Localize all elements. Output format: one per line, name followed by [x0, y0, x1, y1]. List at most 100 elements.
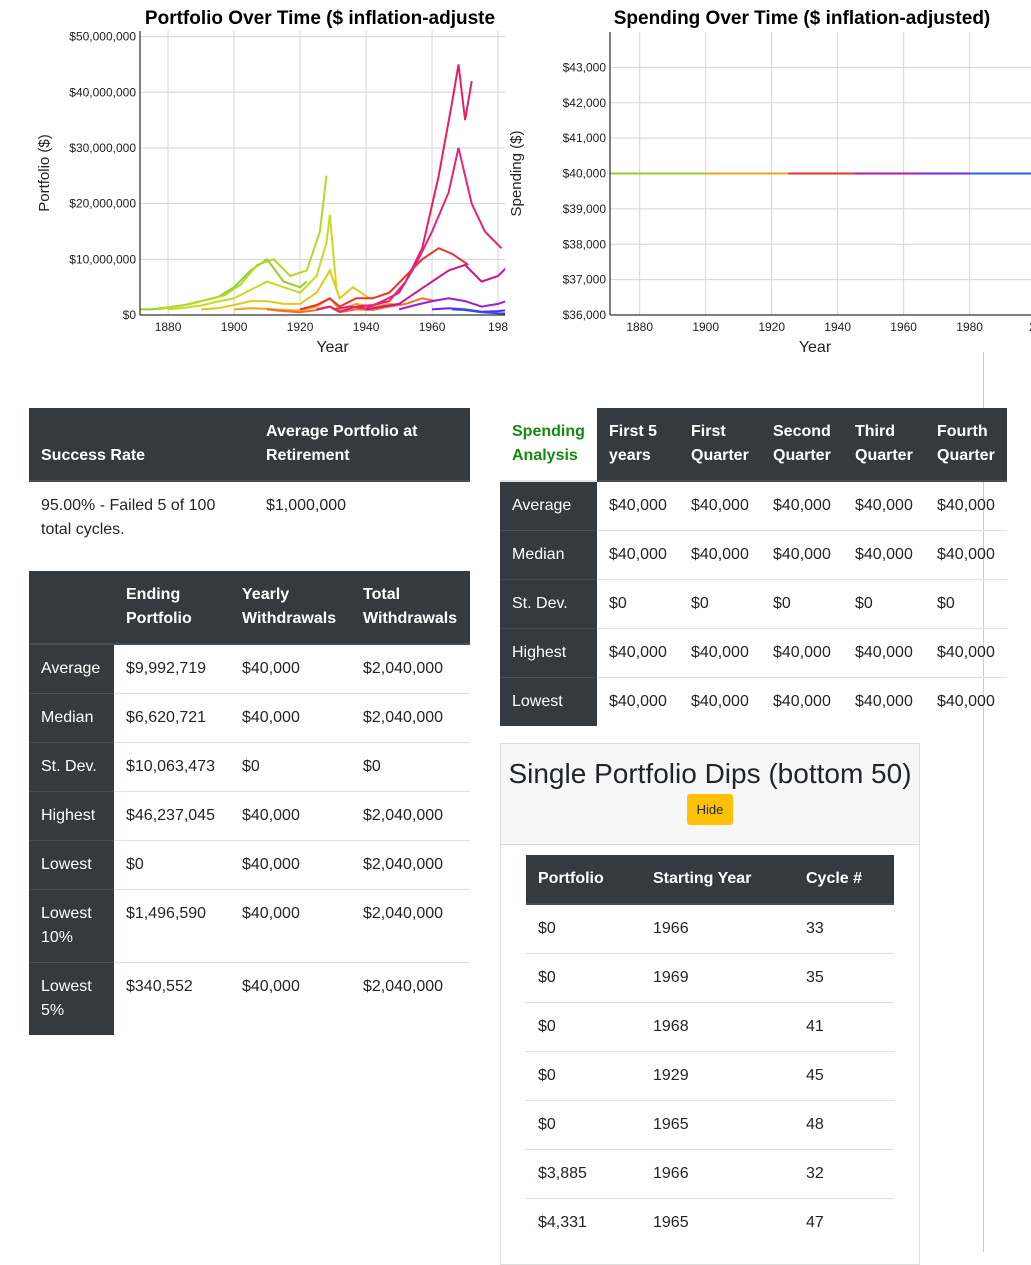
series-line — [451, 308, 505, 315]
table-cell: $40,000 — [761, 628, 843, 678]
y-tick-label: $40,000,000 — [69, 85, 136, 99]
spending-table: Spending Analysis First 5 years First Quar… — [500, 408, 1007, 726]
table-cell: $3,885 — [526, 1149, 641, 1199]
table-cell: $0 — [351, 742, 470, 792]
x-tick-label: 1980 — [956, 320, 983, 334]
y-axis-label: Spending ($) — [508, 131, 525, 217]
row-header: Lowest 10% — [29, 889, 114, 963]
header-cell: Total Withdrawals — [351, 571, 470, 645]
row-header: Average — [500, 480, 597, 531]
table-cell: 33 — [794, 903, 894, 954]
table-cell: $40,000 — [597, 628, 679, 678]
y-tick-label: $10,000,000 — [69, 252, 136, 266]
table-cell: $40,000 — [761, 480, 843, 531]
dips-header: Single Portfolio Dips (bottom 50) Hide — [501, 744, 919, 845]
table-cell: $0 — [114, 840, 230, 890]
table-row: Lowest 10% $1,496,590 $40,000 $2,040,000 — [29, 889, 470, 963]
table-head: Success Rate Average Portfolio at Retirem… — [29, 408, 470, 482]
table-cell: 35 — [794, 953, 894, 1003]
header-cell: First 5 years — [597, 408, 679, 482]
x-tick-label: 1920 — [287, 320, 314, 334]
table-cell: $0 — [679, 579, 761, 629]
table-row: $0 1969 35 — [526, 953, 894, 1003]
charts: Portfolio Over Time ($ inflation-adjuste… — [36, 8, 1031, 356]
series-line — [299, 247, 469, 311]
table-cell: $2,040,000 — [351, 840, 470, 890]
series-line — [168, 214, 338, 311]
table-cell: $2,040,000 — [351, 962, 470, 1035]
table-row: Average $9,992,719 $40,000 $2,040,000 — [29, 643, 470, 694]
x-axis-label: Year — [316, 339, 349, 356]
row-header: Median — [29, 693, 114, 743]
table-head: Ending Portfolio Yearly Withdrawals Total … — [29, 571, 470, 645]
table-row: $4,331 1965 47 — [526, 1198, 894, 1247]
x-tick-label: 1940 — [353, 320, 380, 334]
divider — [983, 352, 984, 1252]
row-header: Highest — [500, 628, 597, 678]
table-row: $0 1968 41 — [526, 1002, 894, 1052]
table-cell: $40,000 — [925, 677, 1007, 726]
hide-button[interactable]: Hide — [686, 794, 734, 826]
table-cell: $40,000 — [679, 677, 761, 726]
row-header: Average — [29, 643, 114, 694]
table-cell: 1966 — [641, 903, 794, 954]
x-tick-label: 1960 — [419, 320, 446, 334]
x-tick-label: 1880 — [155, 320, 182, 334]
header-row: Portfolio Starting Year Cycle # — [526, 855, 894, 905]
table-cell: $40,000 — [230, 840, 351, 890]
table-cell: $9,992,719 — [114, 643, 230, 694]
table-cell: 47 — [794, 1198, 894, 1247]
row-header: St. Dev. — [29, 742, 114, 792]
table-cell: $40,000 — [230, 962, 351, 1035]
y-tick-label: $0 — [123, 308, 137, 322]
table-row: $3,885 1966 32 — [526, 1149, 894, 1199]
y-axis-label: Portfolio ($) — [36, 134, 53, 212]
y-tick-label: $41,000 — [563, 131, 607, 145]
header-cell: Third Quarter — [843, 408, 925, 482]
table-cell: $2,040,000 — [351, 643, 470, 694]
y-tick-label: $30,000,000 — [69, 141, 136, 155]
table-cell: $340,552 — [114, 962, 230, 1035]
header-cell: Yearly Withdrawals — [230, 571, 351, 645]
dips-panel: Single Portfolio Dips (bottom 50) Hide P… — [500, 743, 920, 1265]
table-body: Average $40,000 $40,000 $40,000 $40,000 $40,0… — [500, 480, 1007, 726]
header-row: Success Rate Average Portfolio at Retirem… — [29, 408, 470, 482]
table-cell: $40,000 — [679, 530, 761, 580]
table-cell: $40,000 — [925, 530, 1007, 580]
x-tick-label: 1880 — [626, 320, 653, 334]
y-tick-label: $42,000 — [563, 96, 607, 110]
y-tick-label: $37,000 — [563, 273, 607, 287]
series-line — [316, 64, 473, 313]
x-axis-label: Year — [799, 339, 832, 356]
table-cell: $40,000 — [843, 628, 925, 678]
table-cell: $0 — [526, 903, 641, 954]
table-cell: $2,040,000 — [351, 889, 470, 963]
y-tick-label: $36,000 — [563, 308, 607, 322]
table-cell: $1,000,000 — [254, 480, 470, 554]
stats-table: Ending Portfolio Yearly Withdrawals Total … — [29, 571, 470, 1035]
table-cell: $40,000 — [925, 480, 1007, 531]
table-cell: $0 — [843, 579, 925, 629]
table-cell: 1968 — [641, 1002, 794, 1052]
series-line — [332, 147, 503, 311]
table-cell: $40,000 — [761, 530, 843, 580]
y-tick-label: $38,000 — [563, 237, 607, 251]
header-cell: Fourth Quarter — [925, 408, 1007, 482]
chart-title: Portfolio Over Time ($ inflation-adjuste — [145, 8, 495, 29]
table-cell: $2,040,000 — [351, 693, 470, 743]
table-cell: 41 — [794, 1002, 894, 1052]
y-tick-label: $39,000 — [563, 202, 607, 216]
table-cell: $40,000 — [230, 643, 351, 694]
table-cell: 1969 — [641, 953, 794, 1003]
table-cell: 1966 — [641, 1149, 794, 1199]
x-tick-label: 198 — [488, 320, 508, 334]
header-cell: Portfolio — [526, 855, 641, 905]
header-cell: Spending Analysis — [500, 408, 597, 482]
series-line — [398, 297, 505, 311]
table-row: $0 1965 48 — [526, 1100, 894, 1150]
table-body: Average $9,992,719 $40,000 $2,040,000 Median… — [29, 643, 470, 1035]
y-tick-label: $40,000 — [563, 167, 607, 181]
table-cell: $6,620,721 — [114, 693, 230, 743]
header-cell — [29, 571, 114, 645]
dips-title: Single Portfolio Dips (bottom 50) — [508, 758, 912, 789]
